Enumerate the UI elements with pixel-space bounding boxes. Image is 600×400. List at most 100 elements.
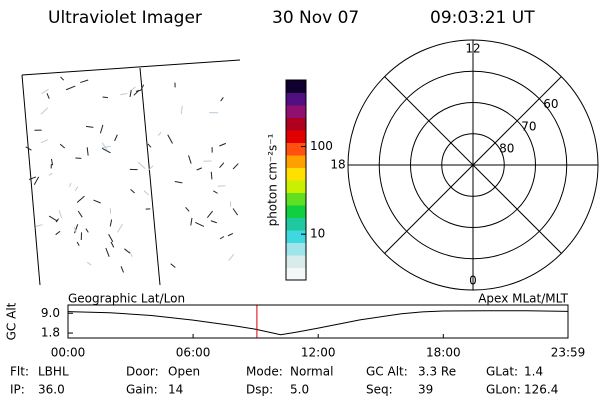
- colorbar-segment: [286, 205, 306, 218]
- x-tick-label: 23:59: [551, 346, 586, 360]
- image-feature: [108, 233, 114, 243]
- info-value: 5.0: [290, 383, 309, 397]
- image-feature: [210, 171, 213, 180]
- y-tick-label: 9.0: [41, 306, 60, 320]
- image-feature: [120, 266, 124, 273]
- info-label: GLat:: [486, 365, 518, 379]
- info-label: Dsp:: [246, 383, 273, 397]
- image-feature: [227, 233, 234, 237]
- image-feature: [147, 165, 154, 172]
- colorbar-tick-label: 10: [310, 227, 325, 241]
- info-value: LBHL: [38, 365, 69, 379]
- colorbar-segment: [286, 180, 306, 193]
- lat-label: 70: [521, 119, 536, 133]
- info-label: Gain:: [126, 383, 158, 397]
- image-feature: [188, 155, 192, 164]
- colorbar-segment: [286, 130, 306, 143]
- image-feature: [157, 131, 162, 137]
- lat-label: 60: [543, 97, 558, 111]
- image-feature: [76, 195, 85, 203]
- image-feature: [102, 145, 111, 149]
- info-value: Normal: [290, 365, 333, 379]
- image-feature: [58, 210, 63, 219]
- colorbar-segment: [286, 80, 306, 93]
- lat-circle: [441, 133, 505, 197]
- image-feature: [137, 161, 146, 170]
- image-feature: [85, 125, 94, 128]
- image-feature: [105, 247, 110, 257]
- image-feature: [109, 219, 113, 227]
- image-feature: [124, 248, 131, 254]
- colorbar-segment: [286, 142, 306, 156]
- image-feature: [35, 224, 43, 228]
- info-label: GC Alt:: [366, 365, 408, 379]
- colorbar-segment: [286, 155, 306, 168]
- colorbar-segment: [286, 167, 306, 181]
- info-value: 39: [418, 383, 433, 397]
- image-feature: [77, 210, 83, 218]
- image-feature: [86, 261, 92, 266]
- image-feature: [28, 176, 37, 180]
- alt-line: [67, 310, 569, 336]
- image-feature: [59, 143, 66, 149]
- image-feature: [65, 85, 76, 91]
- image-feature: [48, 215, 58, 222]
- y-tick-label: 1.8: [41, 326, 60, 340]
- image-feature: [129, 90, 132, 98]
- info-label: Mode:: [246, 365, 283, 379]
- image-feature: [232, 163, 239, 170]
- colorbar-segment: [286, 242, 306, 256]
- polar-spoke: [384, 76, 562, 254]
- image-feature: [167, 134, 173, 144]
- image-feature: [128, 250, 133, 257]
- x-tick-label: 18:00: [426, 346, 461, 360]
- image-feature: [86, 147, 89, 156]
- colorbar-tick-label: 100: [310, 139, 333, 153]
- image-feature: [101, 142, 108, 151]
- image-feature: [114, 134, 118, 142]
- colorbar-frame: [285, 79, 307, 281]
- image-feature: [206, 210, 213, 218]
- label-left: Geographic Lat/Lon: [68, 292, 185, 306]
- image-feature: [143, 190, 149, 196]
- image-feature: [85, 228, 89, 233]
- info-label: Seq:: [366, 383, 393, 397]
- image-feature: [130, 188, 135, 194]
- image-feature: [102, 96, 108, 99]
- colorbar-segment: [286, 105, 306, 118]
- colorbar-segment: [286, 192, 306, 206]
- image-feature: [180, 105, 183, 115]
- image-feature: [40, 107, 49, 115]
- y-label: GC Alt: [5, 302, 19, 340]
- mlt-label: 12: [465, 42, 480, 56]
- image-feature: [93, 199, 101, 204]
- colorbar-segment: [286, 255, 306, 268]
- image-feature: [117, 223, 123, 233]
- image-feature: [228, 253, 235, 262]
- image-feature: [60, 76, 65, 81]
- image-feature: [55, 218, 59, 223]
- image-feature: [170, 263, 176, 268]
- lat-circle: [410, 102, 536, 228]
- image-feature: [41, 88, 49, 94]
- info-label: GLon:: [486, 383, 521, 397]
- label-right: Apex MLat/MLT: [478, 292, 568, 306]
- info-value: 36.0: [38, 383, 65, 397]
- info-value: 126.4: [524, 383, 558, 397]
- info-label: IP:: [10, 383, 25, 397]
- image-feature: [195, 221, 205, 227]
- colorbar-label: photon cm⁻²s⁻¹: [266, 133, 280, 226]
- info-value: 14: [168, 383, 183, 397]
- image-feature: [33, 176, 40, 185]
- x-tick-label: 00:00: [51, 346, 86, 360]
- image-feature: [99, 124, 104, 134]
- mlt-label: 18: [330, 158, 345, 172]
- lat-label: 80: [499, 141, 514, 155]
- image-feature: [68, 182, 72, 187]
- colorbar-segment: [286, 117, 306, 131]
- date: 30 Nov 07: [272, 8, 359, 28]
- image-feature: [110, 241, 115, 248]
- info-label: Door:: [126, 365, 159, 379]
- image-feature: [140, 84, 145, 91]
- info-value: Open: [168, 365, 200, 379]
